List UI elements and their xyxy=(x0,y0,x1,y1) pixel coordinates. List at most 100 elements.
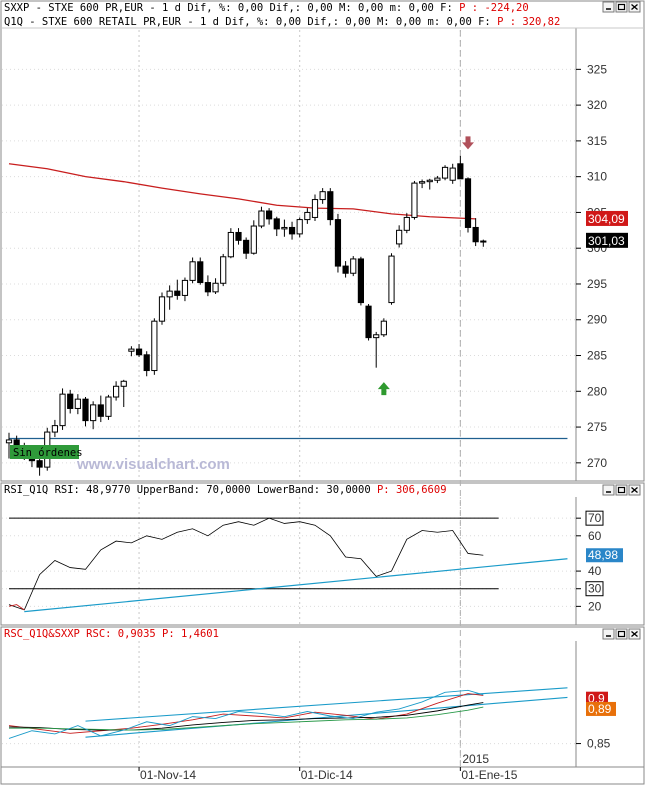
candle[interactable] xyxy=(273,216,280,237)
buy-signal-arrow-icon[interactable] xyxy=(377,382,390,396)
last-price-tag xyxy=(586,232,628,248)
price-panel[interactable] xyxy=(0,0,645,482)
candle[interactable] xyxy=(373,331,380,368)
candle[interactable] xyxy=(426,178,433,190)
candle[interactable] xyxy=(74,394,81,415)
candle[interactable] xyxy=(158,292,166,325)
candle[interactable] xyxy=(472,218,479,247)
rsc-panel[interactable] xyxy=(0,626,645,768)
candle[interactable] xyxy=(181,277,189,302)
candle[interactable] xyxy=(380,318,387,337)
candle[interactable] xyxy=(304,208,311,224)
candle-body-up xyxy=(227,231,234,258)
candle-body-up xyxy=(166,290,173,298)
candle[interactable] xyxy=(281,219,288,237)
candle[interactable] xyxy=(51,419,58,438)
rsi-window-buttons xyxy=(602,484,641,496)
rsc-upper-channel[interactable] xyxy=(85,687,568,722)
candle[interactable] xyxy=(441,165,449,181)
minimize-button[interactable] xyxy=(602,1,615,13)
candle-body-up xyxy=(373,334,380,339)
maximize-button[interactable] xyxy=(615,1,628,13)
candle[interactable] xyxy=(266,208,273,225)
candle[interactable] xyxy=(411,180,418,220)
rsi-plot xyxy=(8,517,568,613)
candle[interactable] xyxy=(480,239,487,247)
rsi-line[interactable] xyxy=(8,517,484,611)
candle[interactable] xyxy=(327,188,334,226)
candle[interactable] xyxy=(449,163,456,184)
candle[interactable] xyxy=(113,381,120,401)
rsi-value-label: 48,98 xyxy=(588,548,618,562)
candle[interactable] xyxy=(67,389,74,414)
candle[interactable] xyxy=(97,395,104,423)
candle[interactable] xyxy=(403,213,410,234)
price-axis-label: 275 xyxy=(587,420,607,434)
candle[interactable] xyxy=(174,279,181,300)
rsc-minimize-button[interactable] xyxy=(602,628,615,640)
candle[interactable] xyxy=(464,177,472,233)
candle[interactable] xyxy=(319,188,326,204)
candle[interactable] xyxy=(334,213,342,273)
candle[interactable] xyxy=(143,351,150,377)
candle[interactable] xyxy=(419,179,426,189)
candle-body-down xyxy=(36,460,43,468)
candle[interactable] xyxy=(197,257,204,285)
candle[interactable] xyxy=(82,397,89,427)
moving-average-line[interactable] xyxy=(8,163,476,220)
candle[interactable] xyxy=(258,206,265,229)
candle[interactable] xyxy=(288,221,296,240)
price-window-buttons xyxy=(602,1,641,13)
candle[interactable] xyxy=(220,253,227,287)
candle[interactable] xyxy=(457,155,464,180)
rsc-maximize-button[interactable] xyxy=(615,628,628,640)
candle[interactable] xyxy=(243,237,250,259)
candle[interactable] xyxy=(135,344,143,357)
candle[interactable] xyxy=(396,225,403,248)
candle-body-up xyxy=(158,296,166,322)
candle[interactable] xyxy=(296,217,303,238)
rsi-axis-label: 60 xyxy=(588,529,602,543)
symbol-header-sxxp: SXXP - STXE 600 PR,EUR - 1 d Dif, %: 0,0… xyxy=(4,2,529,14)
candle[interactable] xyxy=(212,278,219,294)
rsc-average-line[interactable] xyxy=(8,702,484,731)
candle-body-down xyxy=(464,178,472,228)
candle[interactable] xyxy=(59,388,66,430)
candle[interactable] xyxy=(388,253,395,305)
ma-value-label: 304,09 xyxy=(588,212,625,226)
rsi-maximize-button[interactable] xyxy=(615,484,628,496)
sin-ordenes-label: Sin órdenes xyxy=(13,447,83,459)
ma-value-tag xyxy=(586,210,628,226)
sell-signal-arrow-icon[interactable] xyxy=(462,136,474,150)
price-axis-label: 270 xyxy=(587,456,607,470)
candle-body-up xyxy=(419,181,426,184)
candle[interactable] xyxy=(204,275,212,297)
rsc-signal-line[interactable] xyxy=(9,706,484,731)
candle-body-up xyxy=(449,167,456,181)
candle[interactable] xyxy=(105,394,112,420)
candle[interactable] xyxy=(90,401,97,430)
candle-body-down xyxy=(334,219,342,267)
candle[interactable] xyxy=(434,175,441,184)
rsi-signal-line xyxy=(8,604,25,611)
rsi-trend-line[interactable] xyxy=(24,558,568,613)
candle[interactable] xyxy=(311,194,319,222)
rsc-lower-channel[interactable] xyxy=(85,696,568,738)
candle[interactable] xyxy=(365,304,372,341)
rsi-panel[interactable] xyxy=(0,482,645,626)
candle[interactable] xyxy=(250,220,257,255)
candle[interactable] xyxy=(189,257,196,284)
candle[interactable] xyxy=(342,261,349,278)
candle[interactable] xyxy=(151,318,158,375)
candle[interactable] xyxy=(350,256,357,277)
rsc-raw-line[interactable] xyxy=(8,689,484,739)
candle[interactable] xyxy=(357,256,364,306)
candle[interactable] xyxy=(235,228,242,245)
rsi-minimize-button[interactable] xyxy=(602,484,615,496)
candle[interactable] xyxy=(166,285,173,310)
candle[interactable] xyxy=(5,432,13,459)
rsc-window-buttons xyxy=(602,628,641,640)
candle[interactable] xyxy=(120,379,127,408)
candle[interactable] xyxy=(128,346,135,357)
candle[interactable] xyxy=(227,228,234,259)
